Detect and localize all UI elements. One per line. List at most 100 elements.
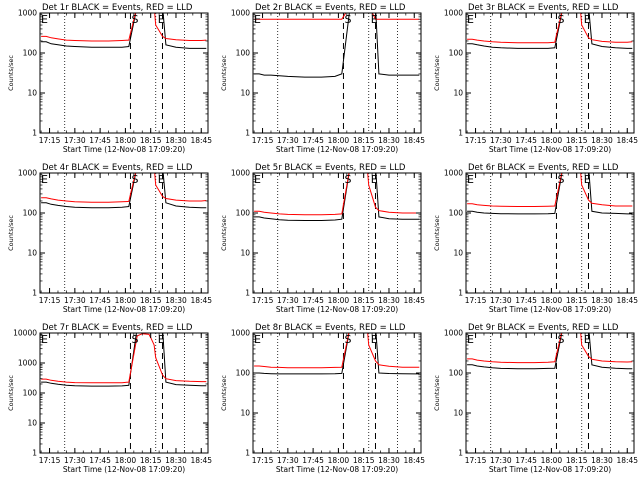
segment-marker-label: S — [557, 173, 564, 186]
segment-marker-label: E — [467, 13, 474, 26]
x-tick-label: 18:00 — [541, 136, 563, 145]
y-tick-label: 1000 — [444, 9, 463, 18]
x-tick-label: 18:00 — [541, 456, 563, 465]
panel-frame — [252, 332, 422, 454]
segment-marker-label: E — [371, 333, 378, 346]
panel-data-area — [40, 333, 207, 453]
events-series-line — [41, 13, 207, 49]
y-tick-label: 10 — [453, 89, 463, 98]
x-tick-label: 17:30 — [490, 296, 512, 305]
x-tick-label: 18:15 — [353, 456, 375, 465]
y-tick-label: 1000 — [18, 169, 37, 178]
segment-marker-label: E — [254, 13, 261, 26]
y-tick-label: 10 — [453, 249, 463, 258]
panel-data-area — [253, 333, 420, 453]
segment-marker-label: S — [557, 333, 564, 346]
x-tick-label: 17:15 — [465, 456, 487, 465]
x-tick-label: 17:30 — [64, 456, 86, 465]
y-axis-label: Counts/sec — [433, 375, 441, 411]
panel-data-area — [253, 173, 420, 293]
x-tick-label: 18:00 — [115, 296, 137, 305]
y-tick-label: 1000 — [444, 169, 463, 178]
x-tick-label: 18:30 — [591, 136, 613, 145]
events-series-line — [467, 13, 633, 49]
x-tick-label: 17:30 — [277, 456, 299, 465]
y-axis-label: Counts/sec — [7, 215, 15, 251]
panel-frame — [465, 12, 635, 134]
segment-marker-label: E — [41, 173, 48, 186]
x-tick-label: 17:30 — [277, 296, 299, 305]
y-tick-label: 10 — [27, 419, 37, 428]
panel-title: Det 3r BLACK = Events, RED = LLD — [468, 3, 619, 13]
x-tick-label: 17:30 — [277, 136, 299, 145]
x-tick-label: 17:30 — [64, 296, 86, 305]
x-tick-label: 18:45 — [616, 136, 638, 145]
panel-data-area — [253, 13, 420, 133]
detector-panel: Det 8r BLACK = Events, RED = LLD Counts/s… — [220, 323, 425, 474]
x-tick-label: 18:00 — [541, 296, 563, 305]
x-tick-label: 18:45 — [403, 456, 425, 465]
x-tick-label: 17:45 — [302, 296, 324, 305]
x-tick-label: 18:00 — [328, 136, 350, 145]
y-tick-label: 10 — [27, 249, 37, 258]
y-tick-label: 1 — [458, 289, 463, 298]
x-tick-label: 18:00 — [115, 456, 137, 465]
segment-marker-label: S — [344, 173, 351, 186]
panel-data-area — [466, 173, 633, 293]
panel-title: Det 1r BLACK = Events, RED = LLD — [42, 3, 193, 13]
panel-frame — [465, 332, 635, 454]
lld-series-line — [467, 13, 633, 44]
segment-marker-label: S — [344, 13, 351, 26]
panel-frame — [252, 172, 422, 294]
detector-panel: Det 1r BLACK = Events, RED = LLD Counts/s… — [7, 3, 212, 154]
events-series-line — [41, 173, 207, 209]
y-tick-label: 1 — [458, 449, 463, 458]
x-tick-label: 17:15 — [39, 296, 61, 305]
events-series-line — [254, 173, 420, 221]
panel-title: Det 5r BLACK = Events, RED = LLD — [255, 163, 406, 173]
segment-marker-label: E — [371, 173, 378, 186]
detector-panel: Det 7r BLACK = Events, RED = LLD Counts/s… — [7, 323, 212, 474]
x-axis-label: Start Time (12-Nov-08 17:09:20) — [63, 305, 185, 314]
y-tick-label: 1000 — [18, 359, 37, 368]
x-tick-label: 18:30 — [378, 296, 400, 305]
segment-marker-label: E — [254, 333, 261, 346]
y-tick-label: 10 — [240, 89, 250, 98]
y-tick-label: 100 — [23, 209, 38, 218]
events-series-line — [254, 13, 420, 78]
panel-title: Det 7r BLACK = Events, RED = LLD — [42, 323, 193, 333]
segment-marker-label: E — [584, 333, 591, 346]
lld-series-line — [41, 173, 207, 203]
y-tick-label: 10 — [240, 409, 250, 418]
panel-data-area — [466, 333, 633, 453]
x-tick-label: 18:30 — [591, 456, 613, 465]
y-tick-label: 100 — [23, 389, 38, 398]
y-tick-label: 100 — [236, 209, 251, 218]
y-tick-label: 1 — [245, 129, 250, 138]
x-axis-label: Start Time (12-Nov-08 17:09:20) — [489, 145, 611, 154]
x-tick-label: 18:30 — [165, 296, 187, 305]
x-tick-label: 18:30 — [165, 136, 187, 145]
y-axis-label: Counts/sec — [7, 55, 15, 91]
x-tick-label: 17:45 — [89, 136, 111, 145]
segment-marker-label: E — [41, 333, 48, 346]
x-tick-label: 17:45 — [89, 456, 111, 465]
segment-marker-label: E — [158, 13, 165, 26]
y-tick-label: 1000 — [231, 169, 250, 178]
lld-series-line — [41, 13, 207, 42]
x-tick-label: 18:45 — [616, 296, 638, 305]
segment-marker-label: E — [584, 173, 591, 186]
panel-frame — [39, 172, 209, 294]
x-tick-label: 17:15 — [252, 296, 274, 305]
x-axis-label: Start Time (12-Nov-08 17:09:20) — [276, 465, 398, 474]
y-tick-label: 10 — [453, 409, 463, 418]
segment-marker-label: E — [41, 13, 48, 26]
panel-data-area — [40, 173, 207, 293]
y-tick-label: 100 — [449, 209, 464, 218]
segment-marker-label: E — [158, 173, 165, 186]
segment-marker-label: E — [467, 333, 474, 346]
segment-marker-label: E — [371, 13, 378, 26]
y-tick-label: 1 — [32, 449, 37, 458]
x-tick-label: 18:45 — [190, 296, 212, 305]
